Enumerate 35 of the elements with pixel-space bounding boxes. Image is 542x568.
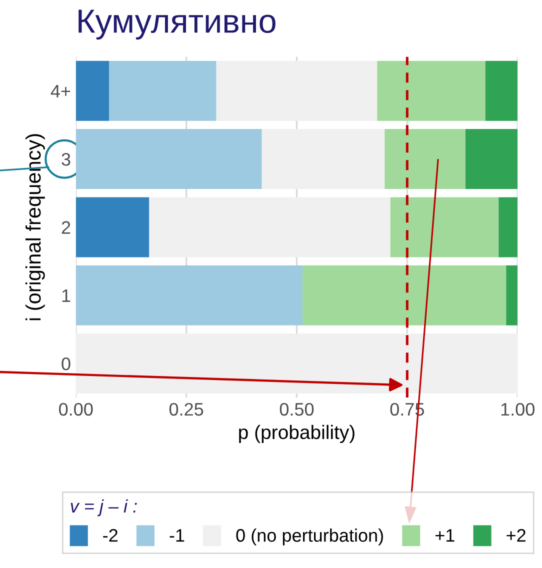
bar — [76, 197, 150, 258]
bar — [216, 60, 378, 121]
x-tick-label: 1.00 — [501, 402, 534, 416]
y-tick-label: 4+ — [50, 85, 70, 98]
bar — [76, 129, 262, 190]
legend-title: v = j – i : — [70, 499, 137, 516]
bar — [485, 60, 518, 121]
bar — [498, 197, 518, 258]
bar — [377, 60, 486, 121]
bar — [390, 197, 499, 258]
bar — [109, 60, 216, 121]
y-tick-label: 0 — [62, 357, 70, 370]
legend-label: +1 — [436, 529, 454, 542]
x-tick-label: 0.50 — [280, 402, 314, 416]
bar — [465, 129, 518, 190]
y-axis-title: i (original frequency) — [25, 134, 45, 320]
bar — [262, 129, 385, 190]
y-tick-label: 2 — [62, 221, 70, 234]
bar — [76, 60, 110, 121]
bar — [149, 197, 390, 258]
chart-title: Кумулятивно — [78, 10, 276, 40]
legend-label: -2 — [103, 529, 118, 542]
x-tick-label: 0.25 — [169, 402, 204, 416]
legend-label: +2 — [506, 529, 526, 542]
x-axis-title: p (probability) — [239, 424, 354, 443]
bar — [76, 265, 302, 326]
legend-label: 0 (no perturbation) — [236, 528, 383, 546]
x-tick-label: 0.00 — [59, 402, 93, 416]
y-tick-label: 1 — [62, 289, 70, 302]
bar — [76, 334, 518, 394]
bar — [384, 129, 466, 190]
legend-label: -1 — [170, 529, 184, 542]
y-tick-label: 3 — [62, 152, 70, 166]
bar — [302, 265, 506, 326]
bar — [506, 265, 518, 326]
